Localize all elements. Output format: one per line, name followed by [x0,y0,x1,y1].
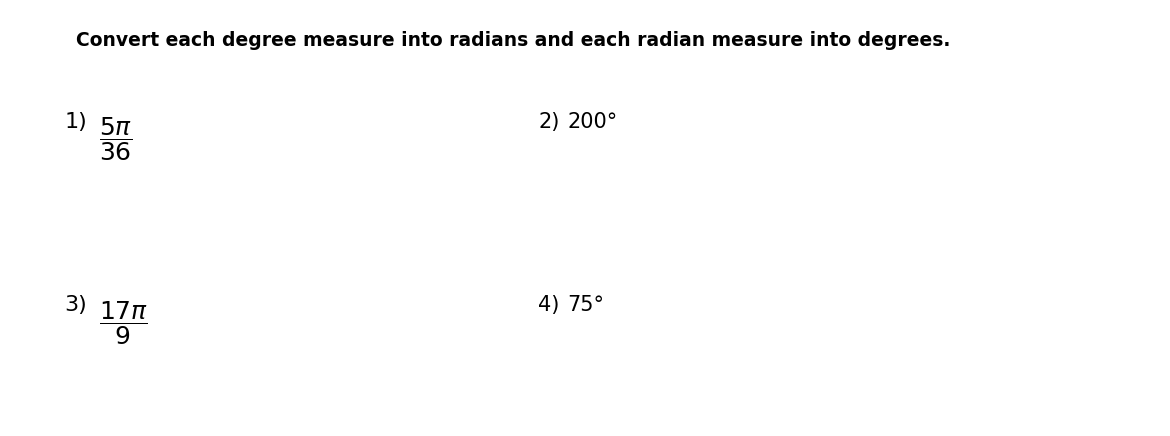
Text: 3): 3) [64,295,87,315]
Text: 75°: 75° [567,295,605,315]
Text: Convert each degree measure into radians and each radian measure into degrees.: Convert each degree measure into radians… [76,31,950,50]
Text: 4): 4) [538,295,559,315]
Text: $\dfrac{5\pi}{36}$: $\dfrac{5\pi}{36}$ [99,116,133,164]
Text: 200°: 200° [567,112,618,132]
Text: 1): 1) [64,112,87,132]
Text: 2): 2) [538,112,559,132]
Text: $\dfrac{17\pi}{9}$: $\dfrac{17\pi}{9}$ [99,299,149,347]
